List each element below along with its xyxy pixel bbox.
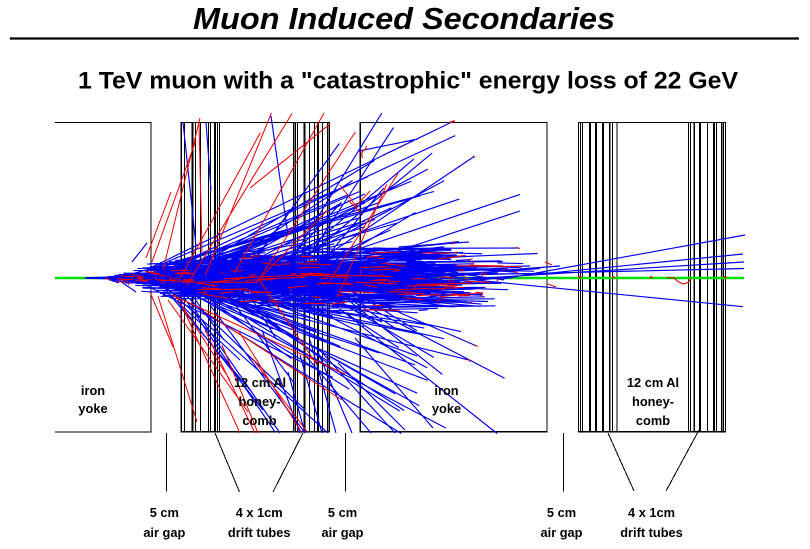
svg-text:4 x 1cm: 4 x 1cm (628, 505, 675, 520)
svg-text:comb: comb (636, 413, 670, 428)
svg-text:5 cm: 5 cm (328, 505, 357, 520)
svg-text:yoke: yoke (432, 401, 461, 416)
svg-text:honey-: honey- (239, 394, 281, 409)
svg-text:yoke: yoke (78, 401, 107, 416)
svg-text:drift tubes: drift tubes (228, 525, 291, 540)
svg-text:12 cm Al: 12 cm Al (234, 375, 286, 390)
svg-text:drift tubes: drift tubes (620, 525, 683, 540)
svg-text:iron: iron (434, 383, 458, 398)
svg-text:honey-: honey- (632, 394, 674, 409)
svg-text:comb: comb (242, 413, 276, 428)
svg-text:air gap: air gap (143, 525, 185, 540)
svg-text:Muon Induced Secondaries: Muon Induced Secondaries (193, 2, 615, 36)
svg-text:5 cm: 5 cm (547, 505, 576, 520)
svg-text:1 TeV muon with a "catastrophi: 1 TeV muon with a "catastrophic" energy … (78, 68, 739, 95)
svg-text:air gap: air gap (322, 525, 364, 540)
svg-text:5 cm: 5 cm (150, 505, 179, 520)
svg-text:12 cm Al: 12 cm Al (627, 375, 679, 390)
svg-text:4 x 1cm: 4 x 1cm (236, 505, 283, 520)
svg-text:air gap: air gap (541, 525, 583, 540)
svg-text:iron: iron (81, 383, 105, 398)
